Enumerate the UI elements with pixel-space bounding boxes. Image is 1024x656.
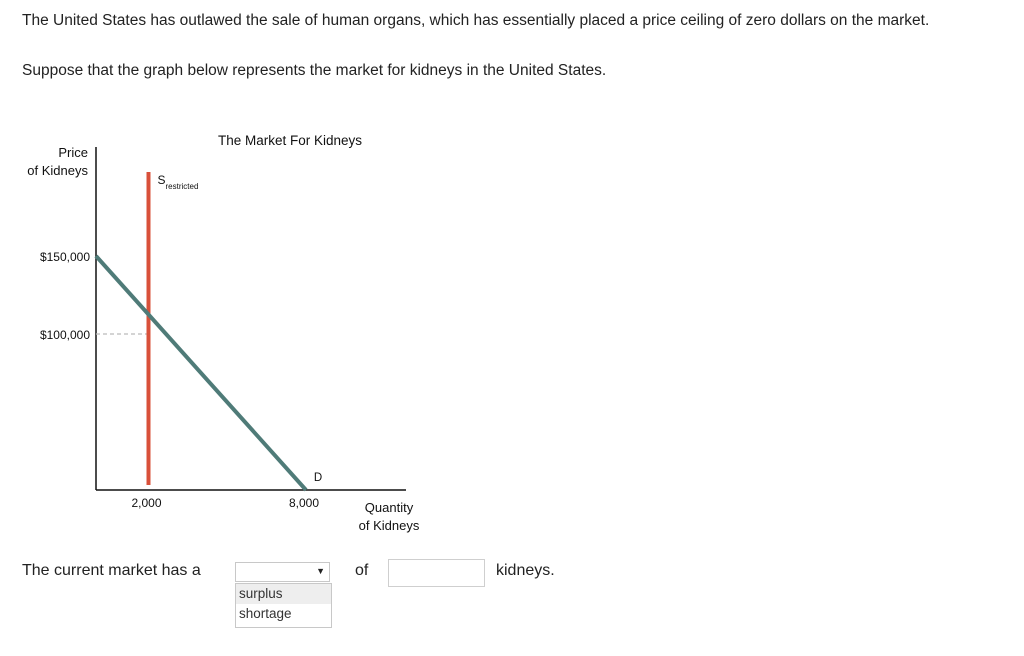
answer-unit-text: kidneys. [496,562,555,579]
question-intro: The United States has outlawed the sale … [22,12,930,29]
answer-of-text: of [355,562,369,579]
market-condition-select[interactable]: ▼ [235,562,330,582]
kidney-market-chart: The Market For Kidneys Price of Kidneys … [27,133,420,533]
supply-restricted-subscript: restricted [166,182,199,191]
answer-lead-text: The current market has a [22,562,201,579]
y-tick-label-0: $150,000 [40,250,90,264]
y-axis-label-line1: Price [58,145,88,160]
x-tick-label-0: 2,000 [131,496,161,510]
supply-restricted-label: Srestricted [158,173,199,191]
option-shortage[interactable]: shortage [239,606,292,621]
chart-title: The Market For Kidneys [218,133,362,148]
x-tick-label-1: 8,000 [289,496,319,510]
option-surplus[interactable]: surplus [236,584,331,604]
demand-line [94,254,308,492]
dropdown-arrow-icon[interactable]: ▼ [316,566,325,576]
demand-label: D [314,472,322,484]
question-prompt: Suppose that the graph below represents … [22,62,607,79]
market-condition-options[interactable]: surplus shortage [235,583,332,628]
y-tick-label-1: $100,000 [40,328,90,342]
x-axis-label-line2: of Kidneys [359,518,420,533]
y-axis-label-line2: of Kidneys [27,163,88,178]
quantity-input[interactable] [388,559,485,587]
x-axis-label-line1: Quantity [365,500,414,515]
